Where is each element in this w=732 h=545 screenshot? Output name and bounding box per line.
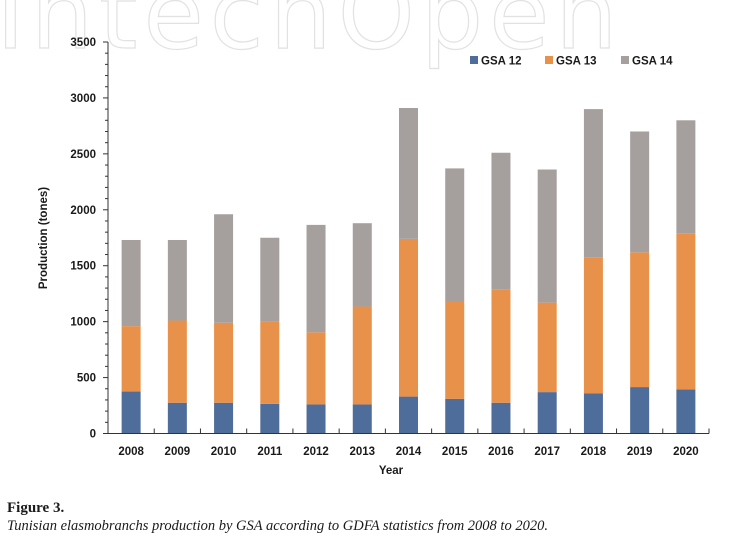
x-tick-label: 2019 <box>627 446 653 458</box>
bar-gsa-12-2009 <box>167 402 187 434</box>
bar-gsa-12-2013 <box>352 404 372 434</box>
x-tick-label: 2011 <box>257 446 283 458</box>
caption-title: Figure 3. <box>7 500 65 516</box>
bar-gsa-14-2008 <box>121 239 141 327</box>
legend-swatch-gsa-13 <box>545 56 553 64</box>
x-tick-label: 2010 <box>211 446 237 458</box>
bar-gsa-13-2017 <box>537 302 557 393</box>
bar-gsa-13-2013 <box>352 306 372 405</box>
bar-gsa-13-2020 <box>676 233 696 390</box>
y-tick-label: 1500 <box>70 261 96 273</box>
bar-gsa-14-2013 <box>352 223 372 307</box>
bar-gsa-13-2019 <box>630 252 650 388</box>
bar-gsa-13-2014 <box>399 238 418 397</box>
bar-gsa-14-2019 <box>630 131 650 253</box>
bar-gsa-14-2009 <box>167 239 187 321</box>
bar-gsa-14-2015 <box>445 168 465 302</box>
x-tick-label: 2018 <box>581 446 607 458</box>
bar-gsa-14-2012 <box>306 224 326 333</box>
legend: GSA 12 GSA 13 GSA 14 <box>470 56 673 68</box>
bar-gsa-12-2014 <box>399 396 418 434</box>
bar-gsa-12-2016 <box>491 402 511 434</box>
bar-gsa-12-2020 <box>676 389 696 434</box>
bar-gsa-14-2014 <box>399 108 418 239</box>
bar-gsa-13-2010 <box>214 322 234 403</box>
bar-gsa-12-2018 <box>583 393 603 434</box>
y-tick-label: 500 <box>77 373 96 385</box>
legend-label: GSA 12 <box>481 56 521 68</box>
x-tick-label: 2012 <box>303 446 329 458</box>
x-tick-label: 2016 <box>488 446 514 458</box>
stacked-bar-chart: 0 500 1000 1500 2000 2500 3000 3500 2008 2009 201… <box>38 37 710 477</box>
axes-group <box>107 42 709 434</box>
bar-gsa-13-2009 <box>167 320 187 403</box>
bar-gsa-13-2008 <box>121 326 141 392</box>
legend-swatch-gsa-12 <box>470 56 478 64</box>
y-tick-label: 2000 <box>70 205 96 217</box>
y-tick-label: 1000 <box>70 317 96 329</box>
y-ticks-group: 0 500 1000 1500 2000 2500 3000 3500 <box>70 37 108 441</box>
bar-gsa-12-2010 <box>214 402 234 434</box>
y-axis-title: Production (tones) <box>38 187 50 289</box>
bar-gsa-14-2018 <box>583 109 603 258</box>
bar-gsa-14-2011 <box>260 237 280 322</box>
bar-gsa-13-2018 <box>583 257 603 394</box>
x-tick-label: 2008 <box>118 446 144 458</box>
figure-caption: Figure 3. Tunisian elasmobranchs product… <box>7 500 548 535</box>
legend-label: GSA 14 <box>632 56 673 68</box>
x-tick-label: 2020 <box>673 446 699 458</box>
x-tick-label: 2017 <box>534 446 560 458</box>
x-ticks-group: 2008 2009 2010 2011 2012 2013 2014 2015 2016 2017… <box>107 428 710 458</box>
bar-gsa-12-2008 <box>121 391 141 434</box>
legend-swatch-gsa-14 <box>621 56 629 64</box>
legend-label: GSA 13 <box>556 56 596 68</box>
bar-gsa-14-2017 <box>537 169 557 303</box>
bar-gsa-12-2011 <box>260 403 280 434</box>
bar-gsa-12-2017 <box>537 392 557 434</box>
bar-gsa-12-2019 <box>630 387 650 434</box>
bar-gsa-13-2012 <box>306 332 326 405</box>
x-tick-label: 2015 <box>442 446 468 458</box>
x-axis-title: Year <box>379 465 404 477</box>
caption-text: Tunisian elasmobranchs production by GSA… <box>7 518 548 534</box>
bar-gsa-14-2016 <box>491 152 511 290</box>
bar-gsa-13-2016 <box>491 289 511 403</box>
x-tick-label: 2014 <box>396 446 422 458</box>
y-tick-label: 2500 <box>70 149 96 161</box>
bar-gsa-13-2015 <box>445 301 465 399</box>
y-tick-label: 3500 <box>70 37 96 49</box>
x-tick-label: 2009 <box>165 446 191 458</box>
y-tick-label: 3000 <box>70 93 96 105</box>
bar-gsa-14-2010 <box>214 214 234 323</box>
bar-gsa-12-2012 <box>306 404 326 434</box>
bars-group <box>121 108 696 434</box>
bar-gsa-14-2020 <box>676 120 696 234</box>
x-tick-label: 2013 <box>349 446 375 458</box>
bar-gsa-13-2011 <box>260 321 280 404</box>
watermark-text: IntechOpen <box>0 0 624 72</box>
bar-gsa-12-2015 <box>445 398 465 434</box>
y-tick-label: 0 <box>90 429 96 441</box>
